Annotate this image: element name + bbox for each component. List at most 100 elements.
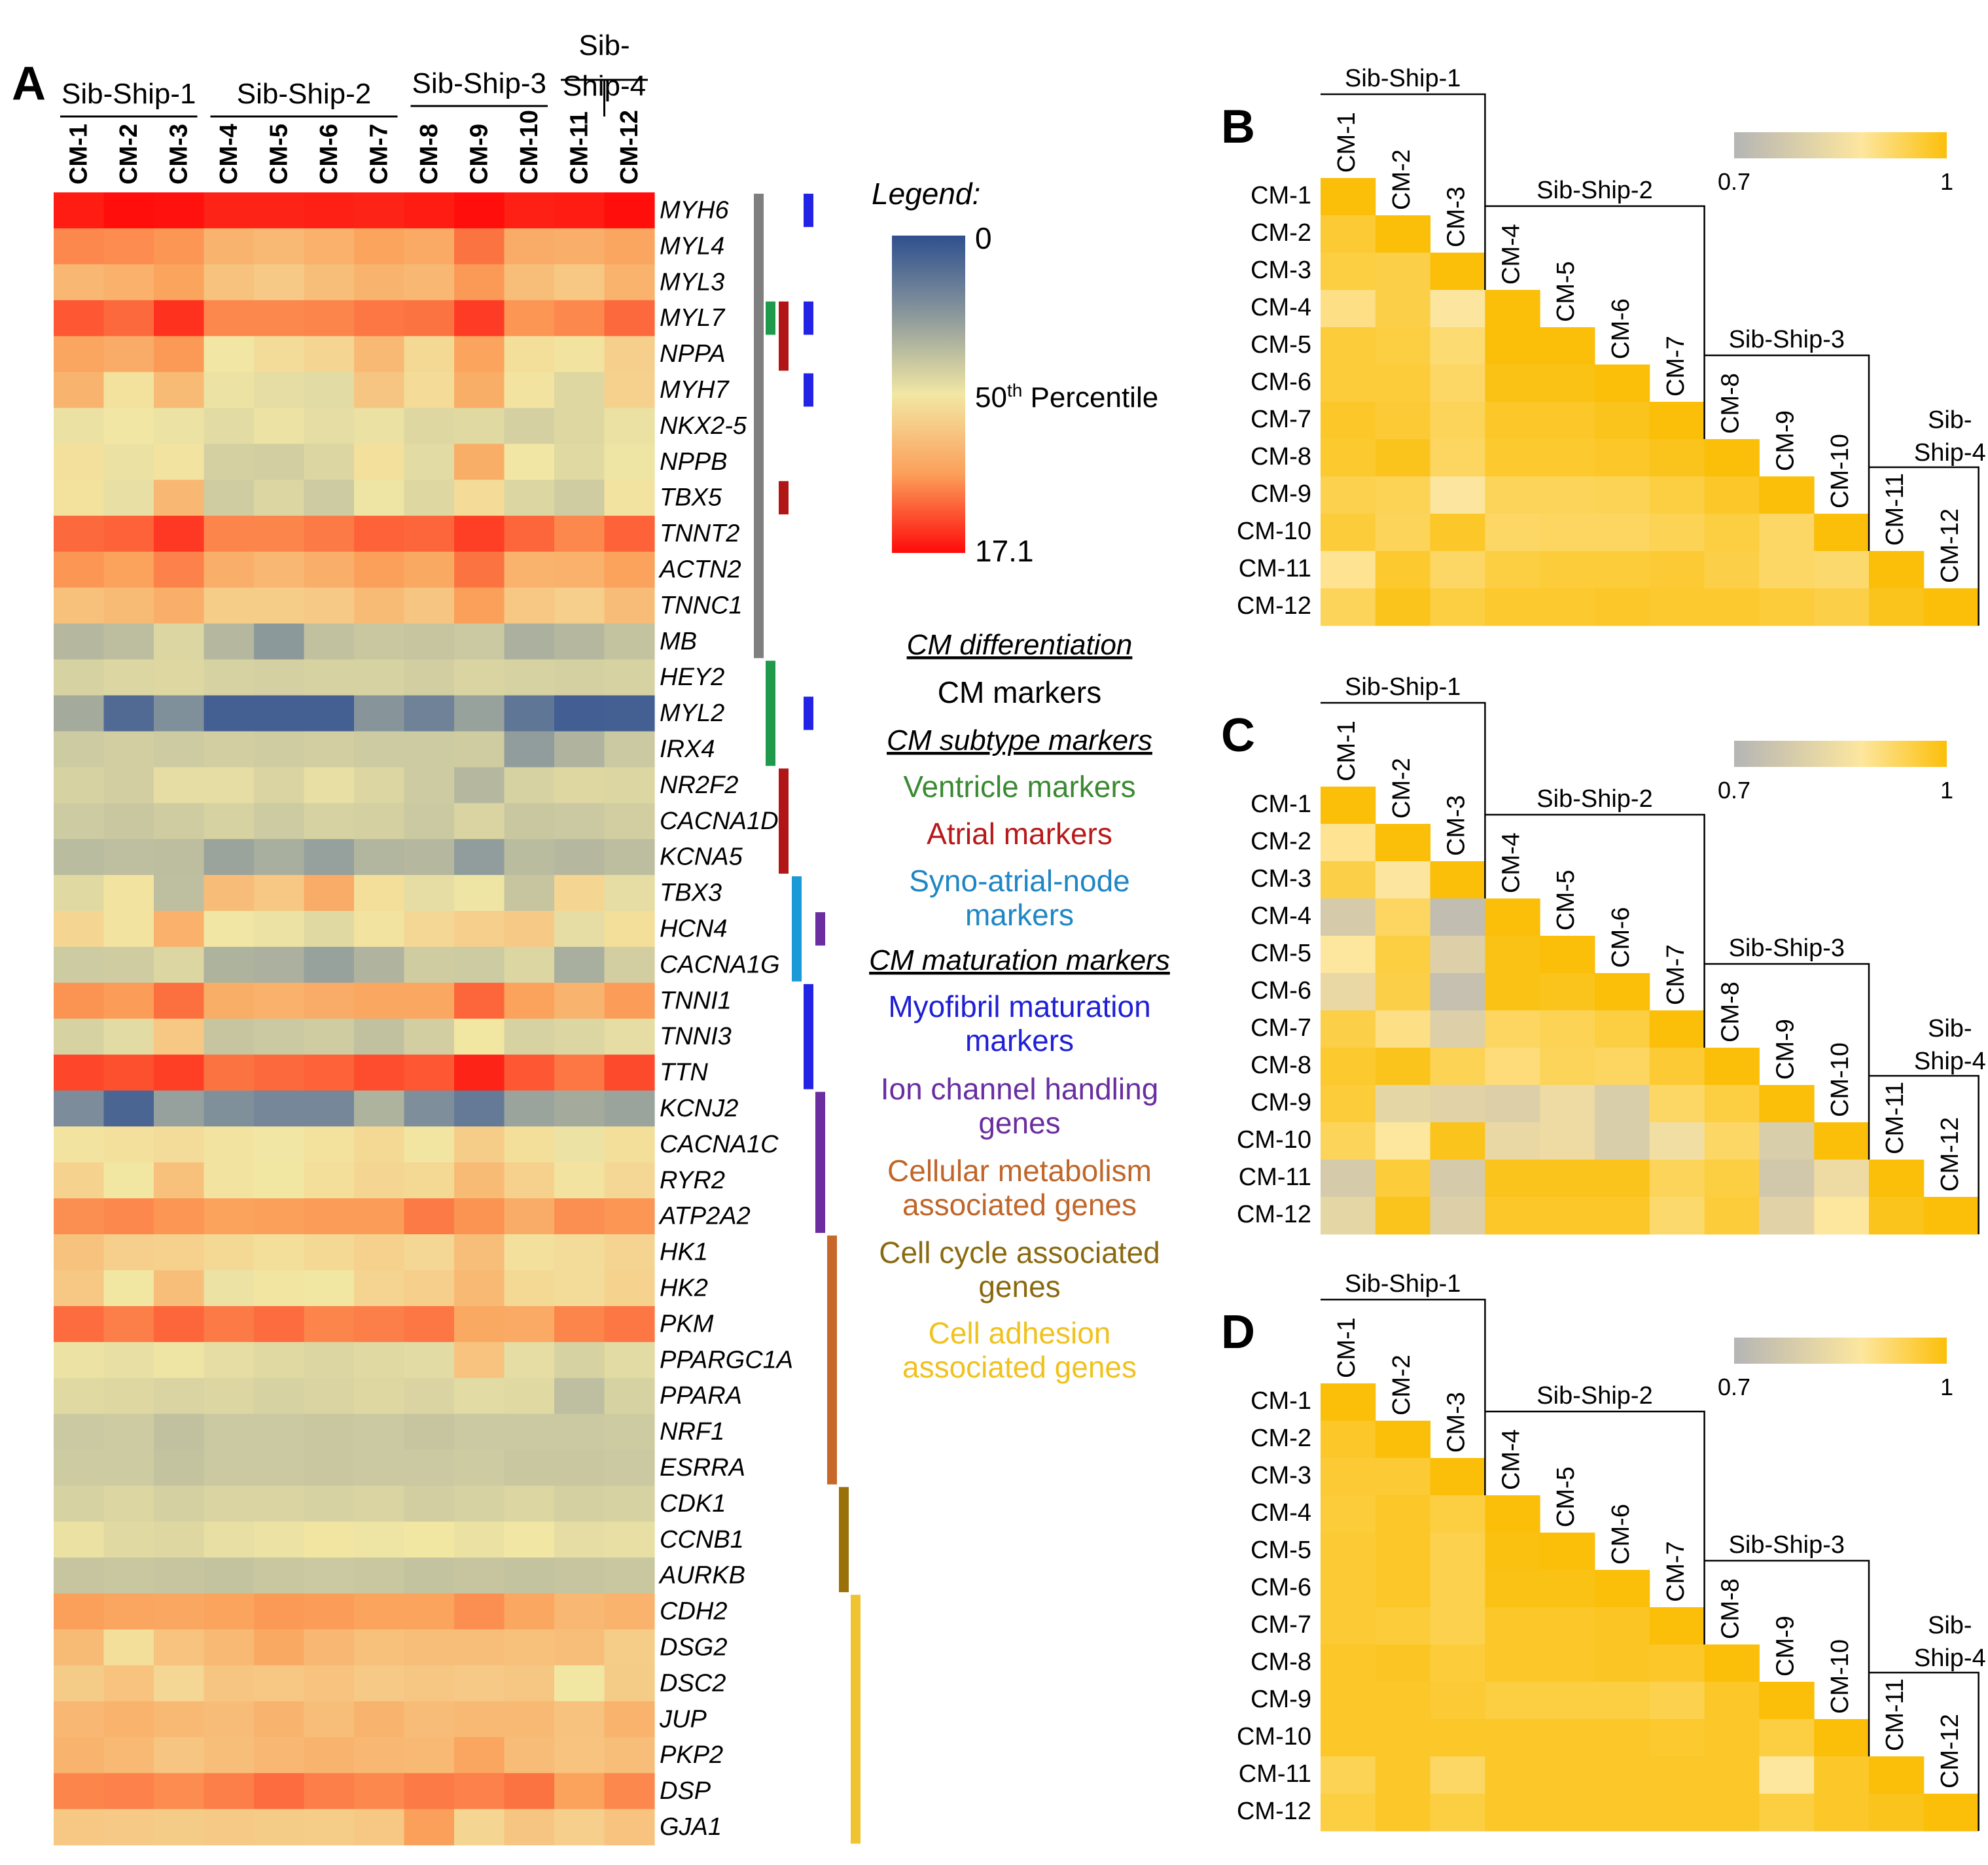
heatmap-cell (254, 1126, 305, 1163)
heatmap-cell (204, 1377, 255, 1415)
heatmap-cell (254, 659, 305, 696)
heatmap-cell (304, 444, 355, 480)
corr-cell (1430, 514, 1485, 552)
corr-col-label: CM-4 (1497, 224, 1525, 285)
heatmap-cell (154, 1593, 205, 1630)
corr-row-label: CM-1 (1251, 182, 1311, 209)
heatmap-cell (304, 336, 355, 373)
heatmap-cell (604, 839, 655, 876)
heatmap-cell (354, 1593, 405, 1630)
heatmap-cell (504, 1413, 555, 1451)
heatmap-cell (554, 695, 605, 732)
corr-cell (1595, 514, 1650, 552)
corr-cell (1485, 402, 1540, 440)
corr-cell (1430, 1458, 1485, 1496)
corr-cell (1595, 1644, 1650, 1682)
corr-cell (1430, 402, 1485, 440)
group-label: Sib- (578, 29, 630, 62)
heatmap-cell (454, 1126, 505, 1163)
corr-cell (1430, 1122, 1485, 1160)
corr-cell (1375, 439, 1431, 477)
heatmap-cell (504, 1162, 555, 1199)
corr-cell (1649, 1197, 1705, 1235)
heatmap-cell (254, 228, 305, 265)
heatmap-cell (454, 1629, 505, 1666)
heatmap-cell (404, 1773, 455, 1810)
corr-cell (1375, 215, 1431, 253)
corr-row-label: CM-5 (1251, 331, 1311, 359)
heatmap-cell (604, 228, 655, 265)
corr-row-label: CM-4 (1251, 294, 1311, 321)
row-label: NPPA (660, 340, 726, 368)
corr-row-label: CM-8 (1251, 1052, 1311, 1079)
heatmap-cell (554, 1306, 605, 1343)
corr-cell (1375, 1048, 1431, 1086)
heatmap-cell (354, 911, 405, 948)
heatmap-cell (404, 1090, 455, 1127)
corr-row-label: CM-12 (1237, 592, 1311, 620)
corr-cell (1485, 290, 1540, 328)
corr-group-label: Sib-Ship-3 (1729, 326, 1845, 353)
legend: Legend: 0 50th Percentile 17.1 CM differenti… (869, 177, 1170, 1384)
heatmap-cell (54, 587, 105, 624)
corr-cell (1595, 1756, 1650, 1794)
heatmap-cell (254, 192, 305, 229)
heatmap-cell (354, 1737, 405, 1774)
corr-col-label: CM-12 (1936, 1714, 1964, 1788)
heatmap-cell (154, 1234, 205, 1271)
corr-cell (1595, 973, 1650, 1011)
group-bracket (1485, 813, 1705, 1048)
heatmap-cell (554, 731, 605, 768)
corr-col-label: CM-1 (1333, 112, 1360, 173)
heatmap-cell (304, 1593, 355, 1630)
corr-cell (1430, 1719, 1485, 1757)
heatmap-cell (454, 516, 505, 552)
corr-cell (1649, 476, 1705, 514)
heatmap-cell (354, 1306, 405, 1343)
corr-cell (1595, 439, 1650, 477)
heatmap-cell (204, 1341, 255, 1379)
corr-col-label: CM-7 (1662, 944, 1690, 1005)
corr-row-label: CM-2 (1251, 828, 1311, 855)
corr-cell (1430, 973, 1485, 1011)
heatmap-cell (204, 1054, 255, 1092)
corr-cell (1923, 588, 1979, 626)
legend-item: Cell cycle associated (879, 1235, 1160, 1270)
corr-row-label: CM-11 (1239, 555, 1311, 582)
heatmap-cell (454, 767, 505, 804)
heatmap-cell (54, 767, 105, 804)
heatmap-cell (54, 336, 105, 373)
heatmap-cell (454, 1198, 505, 1235)
group-bracket (1321, 702, 1486, 898)
heatmap-cell (454, 1162, 505, 1199)
corr-col-label: CM-4 (1497, 832, 1525, 893)
corr-cell (1321, 1421, 1376, 1459)
heatmap-cell (103, 1341, 154, 1379)
heatmap-cell (204, 1593, 255, 1630)
corr-row-label: CM-3 (1251, 1462, 1311, 1489)
heatmap-cell (154, 1090, 205, 1127)
heatmap-cell (154, 659, 205, 696)
annotation-bar-myofibril (804, 696, 813, 730)
corr-cell (1485, 1085, 1540, 1123)
corr-row-label: CM-10 (1237, 518, 1311, 545)
legend-item: genes (978, 1270, 1060, 1304)
heatmap-cell (604, 1054, 655, 1092)
heatmap-cell (103, 408, 154, 444)
heatmap-cell (204, 444, 255, 480)
heatmap-cell (103, 372, 154, 408)
heatmap-cell (204, 1701, 255, 1738)
corr-cell (1704, 1197, 1760, 1235)
corr-cell (1375, 1756, 1431, 1794)
corr-cell (1759, 1085, 1815, 1123)
heatmap-cell (454, 1234, 505, 1271)
heatmap-cell (554, 300, 605, 337)
heatmap-cell (604, 336, 655, 373)
heatmap-cell (454, 1737, 505, 1774)
corr-cell (1321, 514, 1376, 552)
corr-col-label: CM-8 (1717, 373, 1745, 434)
corr-row-label: CM-6 (1251, 368, 1311, 396)
heatmap-cell (254, 982, 305, 1020)
heatmap-cell (354, 228, 405, 265)
corr-col-label: CM-1 (1333, 1317, 1360, 1378)
